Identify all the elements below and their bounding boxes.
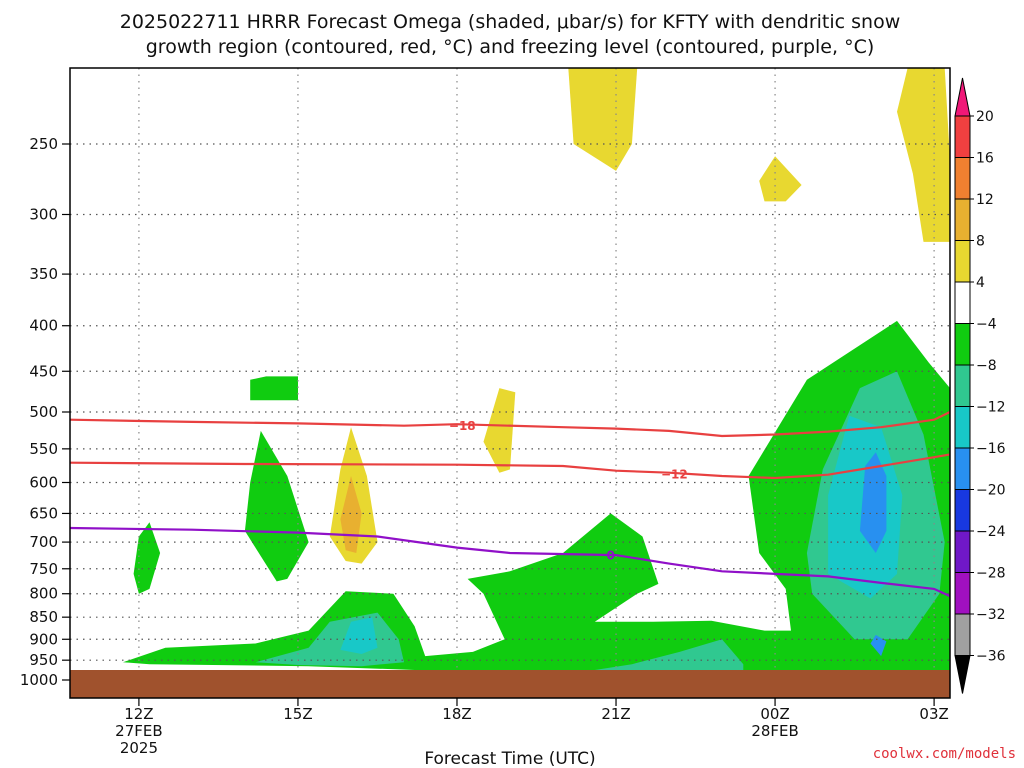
chart-title-line2: growth region (contoured, red, °C) and f… xyxy=(146,36,875,58)
colorbar-label-6: −8 xyxy=(976,358,997,374)
colorbar-bin-6 xyxy=(954,323,971,366)
colorbar-bin-1 xyxy=(954,115,971,158)
colorbar-label-12: −32 xyxy=(976,607,1006,623)
colorbar-label-0: 20 xyxy=(976,109,994,125)
colorbar-top-arrow xyxy=(954,77,971,117)
y-tick-label-800: 800 xyxy=(29,585,58,603)
y-tick-label-600: 600 xyxy=(29,473,58,491)
contour-label--18: −18 xyxy=(449,419,476,433)
grid-lines xyxy=(70,68,950,681)
contour-label--12: −12 xyxy=(661,467,688,481)
x-tick-label-00Z-1: 00Z xyxy=(760,705,789,723)
y-tick-label-550: 550 xyxy=(29,440,58,458)
x-tick-label-15Z-1: 15Z xyxy=(283,705,312,723)
contour-line--18 xyxy=(69,411,951,438)
colorbar-label-3: 8 xyxy=(976,234,985,250)
colorbar-label-5: −4 xyxy=(976,317,997,333)
colorbar-label-9: −20 xyxy=(976,483,1006,499)
x-tick-label-18Z-1: 18Z xyxy=(442,705,471,723)
ground-below-surface xyxy=(70,670,950,698)
colorbar-label-10: −24 xyxy=(976,524,1006,540)
omega-region-updraft-minus12 xyxy=(340,617,378,654)
colorbar-bin-4 xyxy=(954,240,971,283)
colorbar-bin-13 xyxy=(954,613,971,656)
colorbar-bin-10 xyxy=(954,489,971,532)
colorbar-bin-9 xyxy=(954,447,971,490)
y-tick-label-950: 950 xyxy=(29,651,58,669)
omega-region-subsidence-plus8-e xyxy=(340,476,362,553)
omega-region-updraft-minus4-small-b xyxy=(244,430,309,582)
omega-region-subsidence-plus4-b xyxy=(897,68,950,242)
y-tick-label-250: 250 xyxy=(29,135,58,153)
temperature-contours: −18 −12 0 xyxy=(69,411,951,598)
contour-line-0 xyxy=(69,526,951,598)
colorbar-label-1: 16 xyxy=(976,151,994,167)
omega-region-updraft-minus4-small-c xyxy=(250,376,298,401)
y-tick-label-750: 750 xyxy=(29,560,58,578)
contour-line--12 xyxy=(69,453,951,480)
colorbar-bin-11 xyxy=(954,530,971,573)
y-tick-label-1000: 1000 xyxy=(20,671,58,689)
colorbar-bin-5 xyxy=(954,281,971,324)
colorbar-label-8: −16 xyxy=(976,441,1006,457)
x-tick-label-12Z-1: 12Z xyxy=(124,705,153,723)
y-tick-label-400: 400 xyxy=(29,317,58,335)
y-tick-label-700: 700 xyxy=(29,533,58,551)
omega-region-subsidence-plus4-c xyxy=(759,156,802,202)
colorbar-label-2: 12 xyxy=(976,192,994,208)
colorbar-bin-2 xyxy=(954,157,971,200)
omega-region-updraft-minus4-small-a xyxy=(133,522,161,594)
y-tick-label-300: 300 xyxy=(29,205,58,223)
y-tick-label-850: 850 xyxy=(29,608,58,626)
colorbar-label-13: −36 xyxy=(976,649,1006,665)
x-axis-label: Forecast Time (UTC) xyxy=(424,749,595,768)
colorbar-label-4: 4 xyxy=(976,275,985,291)
y-tick-label-350: 350 xyxy=(29,265,58,283)
omega-region-updraft-minus16 xyxy=(859,452,887,553)
omega-region-updraft-minus8-b xyxy=(594,639,744,670)
plot-frame xyxy=(69,67,951,699)
colorbar-label-11: −28 xyxy=(976,566,1006,582)
y-tick-label-900: 900 xyxy=(29,630,58,648)
colorbar-bin-3 xyxy=(954,198,971,241)
x-tick-label-03Z-1: 03Z xyxy=(919,705,948,723)
chart-title-line1: 2025022711 HRRR Forecast Omega (shaded, … xyxy=(120,11,901,33)
x-tick-label-12Z-3: 2025 xyxy=(120,739,158,757)
credit-text[interactable]: coolwx.com/models xyxy=(873,746,1016,762)
y-tick-label-450: 450 xyxy=(29,362,58,380)
x-tick-label-21Z-1: 21Z xyxy=(601,705,630,723)
colorbar: 20 16 12 8 4 −4 −8 −12 −16 −20 −24 −28 −32 −36 xyxy=(954,77,1006,694)
y-tick-label-650: 650 xyxy=(29,504,58,522)
y-tick-label-500: 500 xyxy=(29,403,58,421)
x-tick-label-00Z-2: 28FEB xyxy=(751,722,798,740)
omega-region-subsidence-plus4-d xyxy=(483,388,516,473)
colorbar-bin-8 xyxy=(954,406,971,449)
colorbar-bin-7 xyxy=(954,364,971,407)
colorbar-bottom-arrow xyxy=(954,655,971,694)
omega-region-updraft-minus16-b xyxy=(870,634,887,657)
omega-region-subsidence-plus4-a xyxy=(568,68,638,171)
contour-label-0: 0 xyxy=(607,549,615,563)
x-tick-label-12Z-2: 27FEB xyxy=(115,722,162,740)
y-axis-ticks: 250 300 350 400 450 500 550 600 650 700 750 800 850 9… xyxy=(20,135,70,689)
colorbar-label-7: −12 xyxy=(976,400,1006,416)
colorbar-bin-12 xyxy=(954,572,971,615)
omega-shading xyxy=(123,68,950,670)
